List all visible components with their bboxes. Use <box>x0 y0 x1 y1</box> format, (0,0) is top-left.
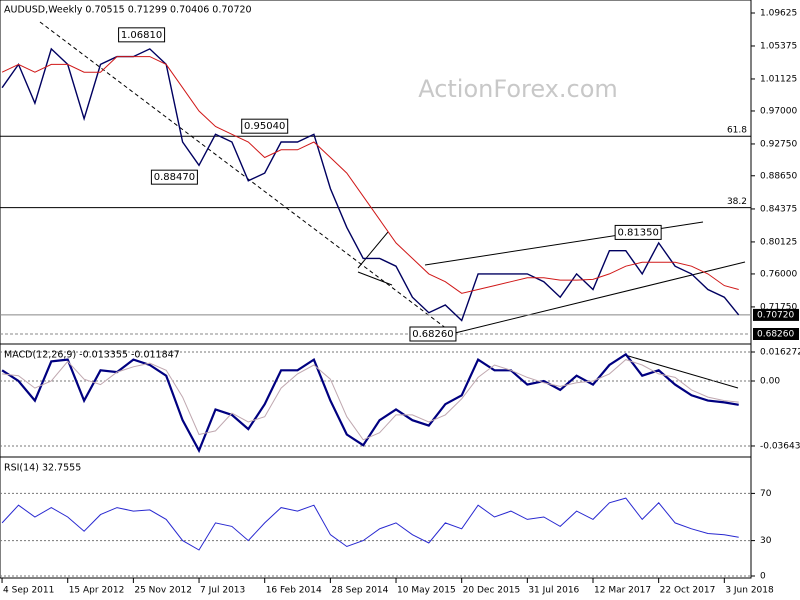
y-tick-label: 0.92750 <box>760 139 797 149</box>
level-label: 61.8 <box>727 126 747 136</box>
panel-title: AUDUSD,Weekly 0.70515 0.71299 0.70406 0.… <box>4 5 252 16</box>
x-tick-label: 12 Mar 2017 <box>594 586 651 596</box>
x-tick-label: 10 May 2015 <box>397 586 456 596</box>
y-tick-label: 0.76000 <box>760 269 797 279</box>
annotation-label: 0.81350 <box>617 227 658 238</box>
panel-title: MACD(12,26,9) -0.013355 -0.011847 <box>4 350 180 361</box>
series-line <box>2 359 739 441</box>
trendline <box>357 271 393 286</box>
series-line <box>1 47 740 322</box>
y-tick-label: 1.01125 <box>760 74 797 84</box>
annotation-label: 0.95040 <box>244 121 285 132</box>
series-line <box>1 352 739 454</box>
plot-frame <box>0 0 752 579</box>
y-tick-label: 0 <box>760 572 766 582</box>
panel-title: RSI(14) 32.7555 <box>4 463 81 474</box>
y-tick-label: 0.016272 <box>760 348 800 358</box>
y-tick-label: 0.71750 <box>760 302 797 312</box>
price-tag <box>753 308 799 321</box>
trendline <box>357 231 389 269</box>
annotation-box <box>614 224 662 240</box>
y-tick-label: 0.80125 <box>760 237 797 247</box>
x-tick-label: 16 Feb 2014 <box>266 586 322 596</box>
trendline <box>454 261 746 334</box>
trendline <box>624 354 739 389</box>
y-tick-label: 0.88650 <box>760 171 797 181</box>
x-tick-label: 15 Apr 2012 <box>69 586 125 596</box>
y-tick-label: -0.036439 <box>760 441 800 451</box>
annotation-box <box>409 326 457 342</box>
y-tick-label: 1.05375 <box>760 41 797 51</box>
annotation-label: 1.06810 <box>121 30 162 41</box>
price-tag-label: 0.70720 <box>757 310 794 320</box>
y-tick-label: 70 <box>760 489 772 499</box>
x-tick-label: 22 Oct 2017 <box>660 586 716 596</box>
y-tick-label: 30 <box>760 536 772 546</box>
x-tick-label: 28 Sep 2014 <box>331 586 388 596</box>
annotation-label: 0.88470 <box>154 172 195 183</box>
x-tick-label: 25 Nov 2012 <box>134 586 192 596</box>
x-tick-label: 31 Jul 2016 <box>528 586 579 596</box>
y-tick-label: 0.00 <box>760 377 780 387</box>
annotation-box <box>241 118 289 134</box>
annotation-box <box>118 27 166 43</box>
x-tick-label: 7 Jul 2013 <box>200 586 245 596</box>
price-tag <box>753 327 799 340</box>
x-tick-label: 4 Sep 2011 <box>3 586 54 596</box>
annotation-label: 0.68260 <box>412 329 453 340</box>
y-tick-label: 0.84375 <box>760 204 797 214</box>
series-line <box>1 56 739 294</box>
y-tick-label: 0.97000 <box>760 106 797 116</box>
x-tick-label: 20 Dec 2015 <box>463 586 520 596</box>
trendlines <box>39 21 746 389</box>
level-label: 38.2 <box>727 197 747 207</box>
price-tag-label: 0.68260 <box>757 329 794 339</box>
annotation-box <box>150 169 198 185</box>
series-line <box>1 497 739 551</box>
y-tick-label: 1.09625 <box>760 8 797 18</box>
watermark: ActionForex.com <box>418 75 618 103</box>
x-tick-label: 3 Jun 2018 <box>725 586 774 596</box>
